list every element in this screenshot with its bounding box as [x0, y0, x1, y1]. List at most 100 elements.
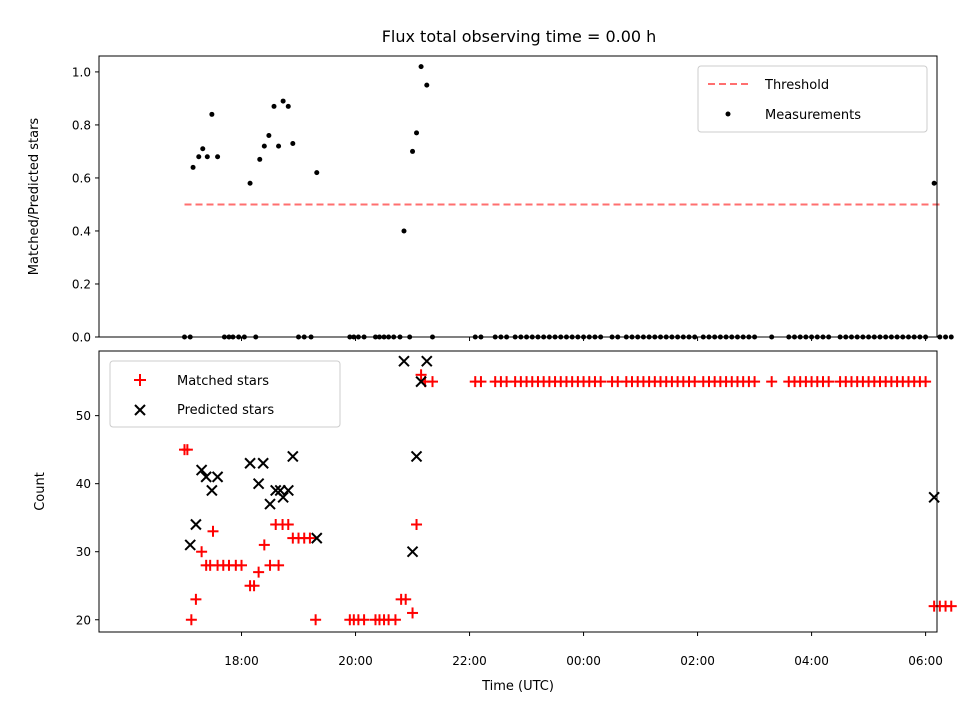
matched-star-point [823, 376, 835, 388]
matched-star-point [400, 593, 412, 605]
predicted-star-point [200, 471, 212, 483]
top-y-tick-label: 0.2 [72, 277, 91, 291]
top-y-tick-label: 1.0 [72, 65, 91, 79]
matched-star-point [920, 376, 932, 388]
predicted-star-point [264, 498, 276, 510]
matched-star-point [415, 369, 427, 381]
predicted-star-point [206, 484, 218, 497]
matched-star-point [411, 518, 423, 530]
measurement-point [290, 140, 296, 146]
bottom-axes-frame [98, 350, 938, 633]
matched-star-point [196, 546, 208, 558]
measurement-point [276, 143, 282, 149]
measurement-point [266, 133, 272, 139]
matched-star-point [253, 566, 265, 578]
matched-star-point [358, 614, 370, 626]
matched-star-point [389, 614, 401, 626]
measurement-point [943, 334, 949, 340]
x-tick-label: 02:00 [680, 654, 715, 668]
bottom-y-ticks: 20 30 40 50 [76, 409, 99, 627]
top-marks [182, 64, 954, 340]
top-y-tick-label: 0.4 [72, 224, 91, 238]
predicted-star-point [410, 450, 423, 463]
predicted-star-point [211, 471, 224, 483]
top-axes-frame [98, 55, 938, 338]
matched-star-point [407, 607, 419, 619]
bottom-y-tick-label: 40 [76, 477, 91, 491]
predicted-star-point [287, 450, 299, 463]
top-legend: Threshold Measurements [697, 65, 928, 133]
x-tick-label: 06:00 [908, 654, 943, 668]
measurement-point [271, 103, 277, 109]
matched-star-point [766, 376, 778, 388]
predicted-star-point [252, 477, 265, 490]
top-x-ticks [241, 337, 927, 341]
matched-star-point [248, 580, 260, 592]
bottom-panel: 20 30 40 50 18:00 20:00 22:00 00:00 02:00 04:00 0… [33, 350, 957, 694]
measurement-point [215, 154, 221, 160]
bottom-legend-box [109, 360, 341, 428]
matched-star-point [282, 518, 294, 530]
x-tick-label: 00:00 [566, 654, 601, 668]
matched-star-point [426, 376, 438, 388]
legend-predicted-label: Predicted stars [177, 403, 274, 418]
measurement-point [418, 64, 424, 70]
x-axis-label: Time (UTC) [481, 679, 554, 694]
measurement-point [280, 98, 286, 104]
measurement-point [190, 164, 196, 170]
matched-star-point [273, 559, 285, 571]
measurement-point [937, 334, 943, 340]
top-y-tick-label: 0.0 [72, 331, 91, 345]
x-tick-label: 22:00 [452, 654, 487, 668]
top-legend-box [697, 65, 928, 133]
top-y-ticks: 0.0 0.2 0.4 0.6 0.8 1.0 [72, 65, 99, 345]
measurement-point [247, 180, 253, 186]
predicted-star-point [244, 457, 256, 469]
top-y-tick-label: 0.8 [72, 118, 91, 132]
bottom-y-axis-label: Count [33, 472, 48, 511]
matched-star-point [185, 614, 197, 626]
x-tick-label: 04:00 [794, 654, 829, 668]
chart-title: Flux total observing time = 0.00 h [382, 27, 657, 46]
predicted-star-point [406, 546, 419, 558]
bottom-x-ticks: 18:00 20:00 22:00 00:00 02:00 04:00 06:00 [224, 632, 943, 668]
matched-star-point [181, 444, 193, 456]
bottom-marks [179, 355, 957, 626]
legend-matched-swatch [134, 374, 146, 386]
matched-star-point [475, 376, 487, 388]
matched-star-point [190, 593, 202, 605]
predicted-star-point [421, 355, 433, 367]
matched-star-point [207, 525, 219, 537]
bottom-legend: Matched stars Predicted stars [109, 360, 341, 428]
predicted-star-point [398, 355, 410, 367]
measurement-point [401, 228, 407, 234]
matched-star-point [595, 376, 607, 388]
measurement-point [410, 148, 416, 154]
measurement-point [285, 103, 291, 109]
measurement-point [257, 156, 263, 162]
predicted-star-point [257, 457, 269, 469]
legend-threshold-label: Threshold [764, 78, 829, 93]
x-tick-label: 18:00 [224, 654, 259, 668]
legend-measurements-label: Measurements [765, 108, 861, 123]
predicted-star-point [415, 375, 427, 388]
matched-star-point [236, 559, 248, 571]
predicted-star-point [277, 491, 289, 503]
legend-matched-label: Matched stars [177, 374, 269, 389]
matched-star-point [258, 539, 270, 551]
predicted-star-point [184, 539, 196, 551]
predicted-star-point [311, 532, 323, 544]
measurement-point [204, 154, 210, 160]
measurement-point [948, 334, 954, 340]
matched-star-point [304, 532, 316, 544]
measurement-point [261, 143, 267, 149]
matched-star-point [749, 376, 761, 388]
measurement-point [414, 130, 420, 136]
legend-predicted-swatch [134, 404, 146, 416]
measurement-point [931, 180, 937, 186]
measurement-point [209, 111, 215, 117]
x-tick-label: 20:00 [338, 654, 373, 668]
predicted-star-point [282, 484, 294, 497]
top-y-axis-label: Matched/Predicted stars [27, 118, 42, 276]
bottom-y-tick-label: 30 [76, 545, 91, 559]
